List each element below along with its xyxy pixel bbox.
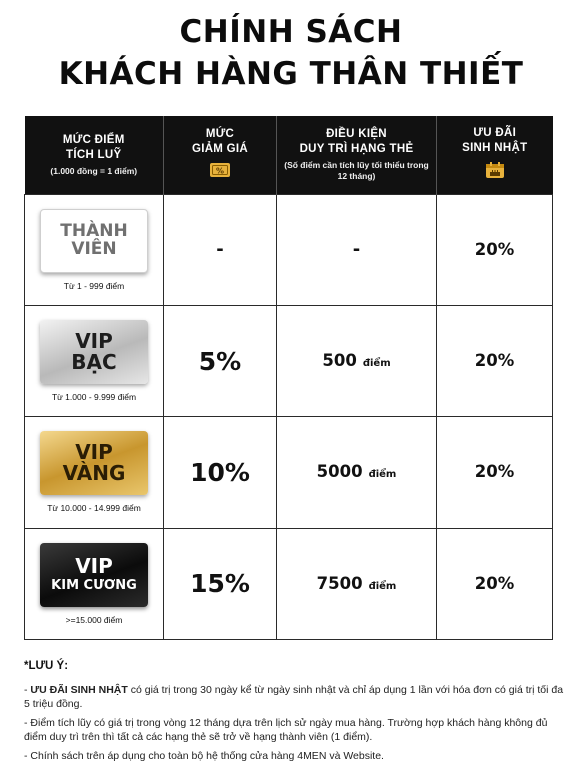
maintain-value: 500 xyxy=(322,351,357,371)
maintain-value: 7500 xyxy=(316,573,363,593)
maintain-value: 5000 xyxy=(316,462,363,482)
gold-card-image: VIP VÀNG xyxy=(40,431,148,496)
notes-section: *LƯU Ý: - ƯU ĐÃI SINH NHẬT có giá trị tr… xyxy=(24,660,564,768)
discount-cell: - xyxy=(163,193,277,306)
page-title-line2: KHÁCH HÀNG THÂN THIẾT xyxy=(58,56,524,92)
note-bullet: - xyxy=(24,684,31,696)
notes-title: *LƯU Ý: xyxy=(24,660,69,672)
birthday-cell: 20% xyxy=(436,416,553,529)
card-label-line2: BẠC xyxy=(71,350,117,375)
member-card-image: THÀNH VIÊN xyxy=(40,208,148,273)
maintain-unit: điểm xyxy=(368,580,397,592)
maintain-cell: 500 điểm xyxy=(276,304,437,418)
note-highlight: ƯU ĐÃI SINH NHẬT xyxy=(30,684,128,696)
discount-value: 10% xyxy=(190,457,250,487)
header-subtitle: (1.000 đồng = 1 điểm) xyxy=(50,165,138,176)
header-title-line: ĐIỀU KIỆN xyxy=(326,128,387,141)
birthday-cell: 20% xyxy=(436,193,553,306)
discount-value: 5% xyxy=(198,346,242,376)
points-range: Từ 1.000 - 9.999 điểm xyxy=(51,392,137,403)
points-range: >=15.000 điểm xyxy=(65,614,123,625)
tier-cell: THÀNH VIÊN Từ 1 - 999 điểm xyxy=(24,193,164,306)
card-label-line2: VIÊN xyxy=(71,238,117,259)
maintain-unit: điểm xyxy=(362,358,391,370)
table-row: VIP KIM CƯƠNG >=15.000 điểm 15% 7500 điểm… xyxy=(24,527,553,641)
card-label-line1: VIP xyxy=(75,554,113,579)
tier-cell: VIP BẠC Từ 1.000 - 9.999 điểm xyxy=(24,304,164,418)
header-title-line: MỨC xyxy=(205,127,235,140)
header-discount-level: MỨC GIẢM GIÁ % xyxy=(163,116,277,194)
points-range: Từ 10.000 - 14.999 điểm xyxy=(47,503,141,514)
header-title-line: SINH NHẬT xyxy=(462,141,528,154)
tier-cell: VIP KIM CƯƠNG >=15.000 điểm xyxy=(24,527,164,641)
header-maintain-condition: ĐIỀU KIỆN DUY TRÌ HẠNG THẺ (Số điểm cần … xyxy=(276,116,437,194)
birthday-value: 20% xyxy=(474,462,515,482)
diamond-card-image: VIP KIM CƯƠNG xyxy=(40,542,148,607)
discount-icon-symbol: % xyxy=(216,166,224,175)
header-birthday-offer: ƯU ĐÃI SINH NHẬT xyxy=(436,116,553,194)
maintain-cell: 5000 điểm xyxy=(276,416,437,529)
discount-value: - xyxy=(216,239,224,261)
discount-cell: 5% xyxy=(163,304,277,418)
note-text: có giá trị trong 30 ngày kể từ ngày sinh… xyxy=(24,684,564,710)
points-range: Từ 1 - 999 điểm xyxy=(63,280,125,291)
card-label-line2: VÀNG xyxy=(62,461,126,486)
page-title-line1: CHÍNH SÁCH xyxy=(179,14,403,50)
note-scope: - Chính sách trên áp dụng cho toàn bộ hệ… xyxy=(24,750,384,762)
maintain-cell: - xyxy=(276,193,437,306)
card-label-line1: VIP xyxy=(75,329,113,354)
table-row: THÀNH VIÊN Từ 1 - 999 điểm - - 20% xyxy=(24,193,553,306)
header-subtitle: (Số điểm cần tích lũy tối thiểu trong 12… xyxy=(284,160,429,182)
maintain-value: - xyxy=(352,239,361,261)
discount-value: 15% xyxy=(190,569,250,599)
header-title-line: MỨC ĐIỂM xyxy=(62,133,125,146)
maintain-unit: điểm xyxy=(368,469,397,481)
discount-cell: 15% xyxy=(163,527,277,641)
maintain-cell: 7500 điểm xyxy=(276,527,437,641)
birthday-value: 20% xyxy=(474,351,515,371)
header-title-line: DUY TRÌ HẠNG THẺ xyxy=(299,143,414,156)
note-birthday: - ƯU ĐÃI SINH NHẬT có giá trị trong 30 n… xyxy=(24,683,564,711)
birthday-value: 20% xyxy=(474,239,515,259)
card-label-line1: VIP xyxy=(75,440,113,465)
tier-cell: VIP VÀNG Từ 10.000 - 14.999 điểm xyxy=(24,416,164,529)
birthday-cell: 20% xyxy=(436,304,553,418)
birthday-cell: 20% xyxy=(436,527,553,641)
birthday-cake-calendar-icon xyxy=(485,161,505,184)
loyalty-policy-table: MỨC ĐIỂM TÍCH LUỸ (1.000 đồng = 1 điểm) … xyxy=(24,116,553,641)
note-points-validity: - Điểm tích lũy có giá trị trong vòng 12… xyxy=(24,717,548,743)
header-points-level: MỨC ĐIỂM TÍCH LUỸ (1.000 đồng = 1 điểm) xyxy=(24,116,164,194)
table-header-row: MỨC ĐIỂM TÍCH LUỸ (1.000 đồng = 1 điểm) … xyxy=(24,116,553,194)
table-row: VIP VÀNG Từ 10.000 - 14.999 điểm 10% 500… xyxy=(24,416,553,529)
header-title-line: GIẢM GIÁ xyxy=(191,142,249,155)
header-title-line: TÍCH LUỸ xyxy=(66,148,122,161)
discount-cell: 10% xyxy=(163,416,277,529)
discount-ticket-icon: % xyxy=(209,162,231,183)
header-title-line: ƯU ĐÃI xyxy=(473,126,517,139)
silver-card-image: VIP BẠC xyxy=(40,320,148,385)
table-row: VIP BẠC Từ 1.000 - 9.999 điểm 5% 500 điểm… xyxy=(24,304,553,418)
birthday-value: 20% xyxy=(474,573,515,593)
card-label-line2: KIM CƯƠNG xyxy=(51,578,137,594)
card-label-line1: THÀNH xyxy=(60,220,128,241)
